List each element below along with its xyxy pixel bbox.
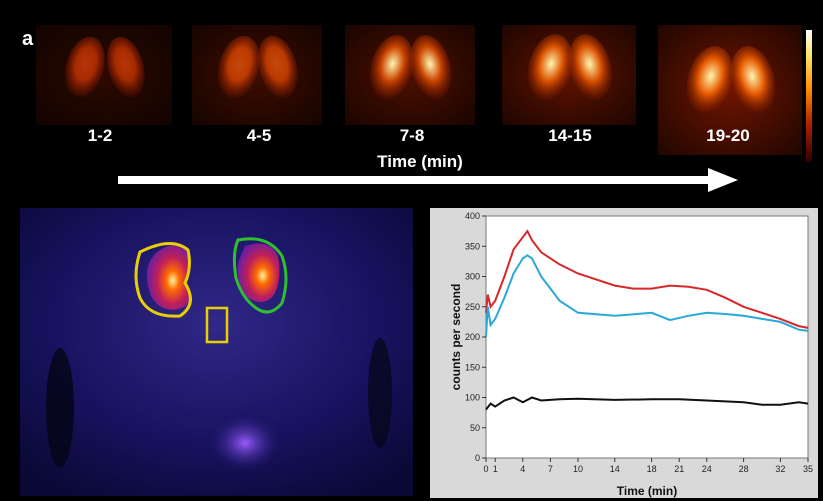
y-tick-label: 200 [465, 332, 480, 342]
x-tick-label: 1 [493, 464, 498, 474]
frame-label-1: 1-2 [87, 126, 113, 145]
frame-label-4: 14-15 [548, 126, 592, 145]
frame-4-image [502, 25, 636, 125]
x-tick-label: 10 [573, 464, 583, 474]
intensity-colorbar [806, 30, 812, 162]
x-tick-label: 32 [775, 464, 785, 474]
x-tick-label: 14 [610, 464, 620, 474]
frame-label-3: 7-8 [399, 126, 425, 145]
frame-3-image [345, 25, 475, 125]
scan-frame-2 [192, 25, 322, 125]
y-tick-label: 50 [470, 423, 480, 433]
x-axis-label: Time (min) [617, 484, 677, 498]
scan-frame-4 [502, 25, 636, 125]
y-tick-label: 400 [465, 211, 480, 221]
y-tick-label: 250 [465, 302, 480, 312]
x-tick-label: 18 [647, 464, 657, 474]
y-axis-label: counts per second [449, 284, 463, 391]
scan-frame-3 [345, 25, 475, 125]
x-tick-label: 0 [483, 464, 488, 474]
scan-frame-5 [658, 25, 802, 155]
series-line-2 [485, 254, 809, 338]
x-tick-label: 24 [702, 464, 712, 474]
x-tick-label: 4 [520, 464, 525, 474]
y-tick-label: 100 [465, 393, 480, 403]
y-tick-label: 150 [465, 362, 480, 372]
time-arrow [118, 168, 738, 192]
y-tick-label: 300 [465, 272, 480, 282]
x-tick-label: 21 [674, 464, 684, 474]
roi-scan-image [20, 208, 413, 496]
frame-1-image [36, 25, 172, 125]
y-tick-label: 0 [475, 453, 480, 463]
series-group [485, 229, 809, 411]
frame-5-image [658, 25, 802, 155]
series-line-1 [485, 229, 809, 329]
x-tick-label: 35 [803, 464, 813, 474]
scan-frame-1 [36, 25, 172, 125]
y-tick-label: 350 [465, 241, 480, 251]
x-tick-label: 7 [548, 464, 553, 474]
frame-label-5: 19-20 [706, 126, 750, 145]
frame-2-image [192, 25, 322, 125]
plot-area [485, 215, 809, 459]
time-axis-label: Time (min) [377, 152, 463, 171]
series-line-3 [485, 396, 809, 411]
x-tick-label: 28 [739, 464, 749, 474]
panel-a-letter: a [22, 28, 34, 50]
frame-label-2: 4-5 [246, 126, 272, 145]
